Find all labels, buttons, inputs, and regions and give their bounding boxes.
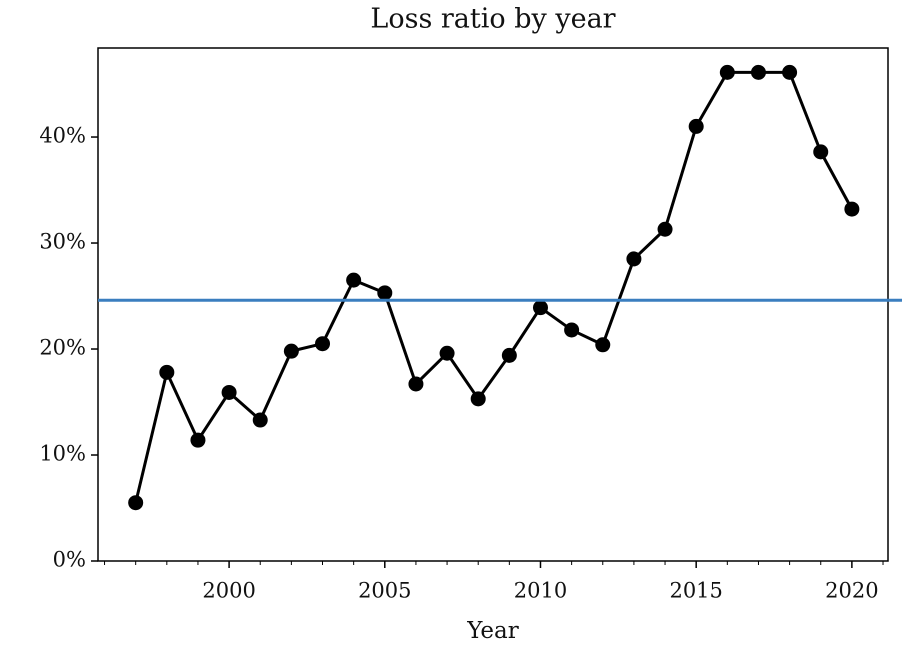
data-point: [501, 347, 517, 363]
data-point: [844, 201, 860, 217]
data-point: [626, 251, 642, 267]
data-point: [719, 64, 735, 80]
data-point: [315, 336, 331, 352]
data-point: [564, 322, 580, 338]
x-tick-label: 2020: [825, 579, 878, 603]
y-tick-label: 30%: [39, 230, 86, 254]
x-tick-label: 2005: [358, 579, 411, 603]
data-point: [408, 376, 424, 392]
data-point: [439, 345, 455, 361]
x-axis-label: Year: [466, 618, 519, 644]
x-tick-label: 2010: [514, 579, 567, 603]
data-point: [782, 64, 798, 80]
data-line: [134, 70, 854, 504]
y-tick-label: 20%: [39, 336, 86, 360]
data-point: [221, 384, 237, 400]
data-point: [346, 272, 362, 288]
data-point: [657, 221, 673, 237]
plot-frame: [97, 47, 889, 562]
data-point: [688, 118, 704, 134]
data-point: [470, 391, 486, 407]
data-point: [128, 495, 144, 511]
data-point: [813, 144, 829, 160]
data-point: [595, 337, 611, 353]
chart-title: Loss ratio by year: [370, 4, 615, 35]
data-point: [252, 412, 268, 428]
data-point: [190, 432, 206, 448]
y-tick-label: 10%: [39, 442, 86, 466]
x-tick-label: 2015: [669, 579, 722, 603]
y-tick-label: 40%: [39, 124, 86, 148]
y-tick-label: 0%: [53, 548, 86, 572]
data-point: [283, 343, 299, 359]
data-point: [532, 300, 548, 316]
x-tick-label: 2000: [202, 579, 255, 603]
data-point: [377, 285, 393, 301]
data-point: [750, 64, 766, 80]
data-point: [159, 364, 175, 380]
